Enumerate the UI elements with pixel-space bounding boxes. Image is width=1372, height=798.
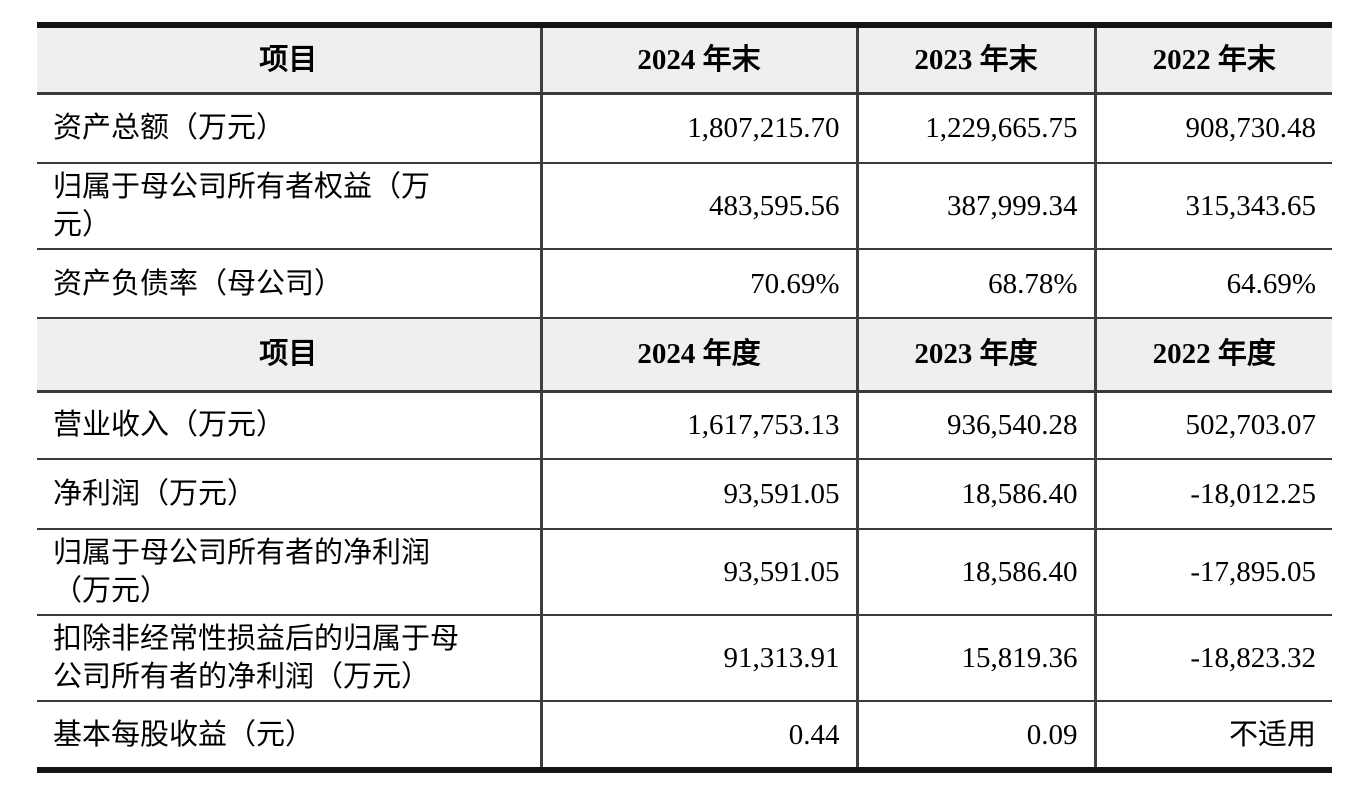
table-header-fiscal-year: 项目 2024 年度 2023 年度 2022 年度 bbox=[37, 318, 1332, 393]
cell-value-2024: 1,617,753.13 bbox=[539, 391, 857, 460]
table-row-debt-ratio: 资产负债率（母公司） 70.69% 68.78% 64.69% bbox=[37, 249, 1332, 319]
cell-value-2023: 0.09 bbox=[855, 701, 1095, 771]
cell-value-2022: -18,823.32 bbox=[1093, 615, 1332, 702]
cell-value-2024: 483,595.56 bbox=[539, 163, 857, 250]
table-row-operating-revenue: 营业收入（万元） 1,617,753.13 936,540.28 502,703… bbox=[37, 391, 1332, 460]
row-label: 营业收入（万元） bbox=[37, 391, 541, 460]
cell-value-2023: 68.78% bbox=[855, 249, 1095, 319]
row-label: 扣除非经常性损益后的归属于母 公司所有者的净利润（万元） bbox=[37, 615, 541, 702]
cell-value-2024: 93,591.05 bbox=[539, 459, 857, 530]
header-cell-2024-year-end: 2024 年末 bbox=[539, 25, 857, 95]
table-row-net-profit-parent: 归属于母公司所有者的净利润 （万元） 93,591.05 18,586.40 -… bbox=[37, 529, 1332, 616]
cell-value-2024: 91,313.91 bbox=[539, 615, 857, 702]
table-row-total-assets: 资产总额（万元） 1,807,215.70 1,229,665.75 908,7… bbox=[37, 93, 1332, 164]
table-row-basic-eps: 基本每股收益（元） 0.44 0.09 不适用 bbox=[37, 701, 1332, 771]
cell-value-2024: 93,591.05 bbox=[539, 529, 857, 616]
cell-value-2022: -17,895.05 bbox=[1093, 529, 1332, 616]
cell-value-2023: 387,999.34 bbox=[855, 163, 1095, 250]
header-cell-2022-fiscal-year: 2022 年度 bbox=[1093, 318, 1332, 393]
cell-value-2023: 18,586.40 bbox=[855, 529, 1095, 616]
cell-value-2024: 70.69% bbox=[539, 249, 857, 319]
cell-value-2023: 18,586.40 bbox=[855, 459, 1095, 530]
table-header-year-end: 项目 2024 年末 2023 年末 2022 年末 bbox=[37, 25, 1332, 95]
cell-value-2022: 不适用 bbox=[1093, 701, 1332, 771]
row-label: 净利润（万元） bbox=[37, 459, 541, 530]
header-cell-item: 项目 bbox=[37, 318, 541, 393]
row-label: 资产总额（万元） bbox=[37, 93, 541, 164]
cell-value-2024: 1,807,215.70 bbox=[539, 93, 857, 164]
cell-value-2022: 908,730.48 bbox=[1093, 93, 1332, 164]
header-cell-2024-fiscal-year: 2024 年度 bbox=[539, 318, 857, 393]
cell-value-2022: 315,343.65 bbox=[1093, 163, 1332, 250]
financial-summary-table-container: 项目 2024 年末 2023 年末 2022 年末 资产总额（万元） 1,80… bbox=[37, 22, 1332, 773]
row-label: 归属于母公司所有者的净利润 （万元） bbox=[37, 529, 541, 616]
header-cell-2023-fiscal-year: 2023 年度 bbox=[855, 318, 1095, 393]
cell-value-2024: 0.44 bbox=[539, 701, 857, 771]
cell-value-2023: 1,229,665.75 bbox=[855, 93, 1095, 164]
cell-value-2022: 502,703.07 bbox=[1093, 391, 1332, 460]
header-cell-2023-year-end: 2023 年末 bbox=[855, 25, 1095, 95]
cell-value-2022: 64.69% bbox=[1093, 249, 1332, 319]
table-row-parent-equity: 归属于母公司所有者权益（万 元） 483,595.56 387,999.34 3… bbox=[37, 163, 1332, 250]
row-label: 资产负债率（母公司） bbox=[37, 249, 541, 319]
cell-value-2022: -18,012.25 bbox=[1093, 459, 1332, 530]
table-row-net-profit: 净利润（万元） 93,591.05 18,586.40 -18,012.25 bbox=[37, 459, 1332, 530]
header-cell-item: 项目 bbox=[37, 25, 541, 95]
cell-value-2023: 15,819.36 bbox=[855, 615, 1095, 702]
financial-summary-table: 项目 2024 年末 2023 年末 2022 年末 资产总额（万元） 1,80… bbox=[37, 22, 1332, 773]
header-cell-2022-year-end: 2022 年末 bbox=[1093, 25, 1332, 95]
row-label: 基本每股收益（元） bbox=[37, 701, 541, 771]
table-row-net-profit-parent-excl-nonrecurring: 扣除非经常性损益后的归属于母 公司所有者的净利润（万元） 91,313.91 1… bbox=[37, 615, 1332, 702]
cell-value-2023: 936,540.28 bbox=[855, 391, 1095, 460]
row-label: 归属于母公司所有者权益（万 元） bbox=[37, 163, 541, 250]
